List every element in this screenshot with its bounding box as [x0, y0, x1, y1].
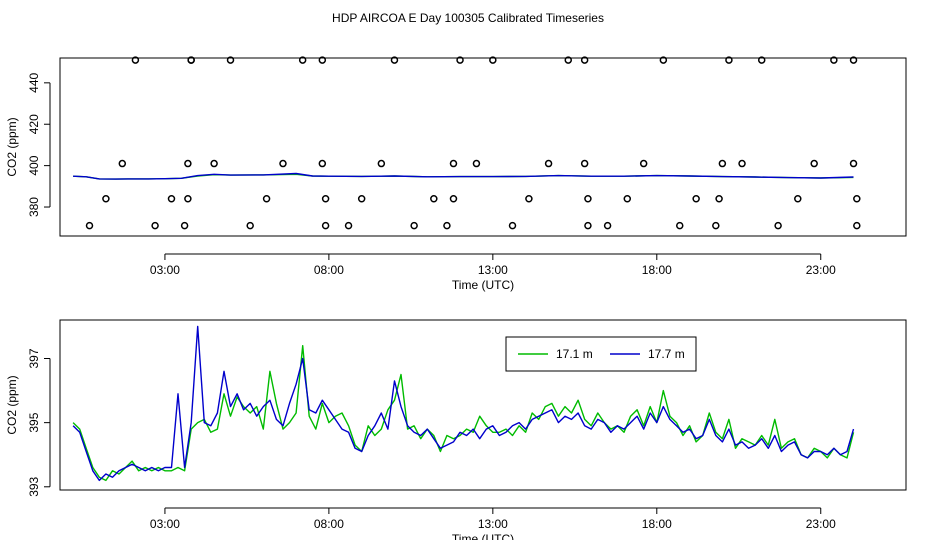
top-calibration-point: [102, 194, 110, 203]
top-calibration-point: [298, 56, 307, 64]
top-y-tick-label: 440: [27, 73, 41, 93]
bottom-x-tick-label: 03:00: [150, 517, 180, 531]
bottom-x-tick-label: 18:00: [642, 517, 672, 531]
top-calibration-point: [715, 194, 723, 203]
top-calibration-point: [584, 221, 592, 230]
top-calibration-point: [849, 56, 858, 64]
top-y-tick-label: 380: [27, 197, 41, 217]
top-calibration-point: [675, 221, 684, 230]
top-calibration-point: [262, 194, 271, 203]
top-calibration-point: [725, 56, 733, 64]
top-calibration-point: [692, 194, 700, 203]
top-calibration-point: [584, 194, 592, 203]
top-calibration-point: [456, 56, 464, 64]
top-calibration-point: [357, 194, 366, 203]
top-calibration-point: [184, 194, 192, 203]
top-calibration-point: [279, 159, 287, 168]
top-calibration-point: [131, 56, 140, 64]
top-calibration-point: [430, 194, 438, 203]
bottom-y-tick-label: 397: [27, 348, 41, 368]
figure-title: HDP AIRCOA E Day 100305 Calibrated Times…: [332, 11, 604, 25]
top-y-tick-label: 400: [27, 155, 41, 175]
top-calibration-point: [794, 194, 802, 203]
timeseries-panel-top: 03:00 08:00 13:00 18:00 23:00 Time (UTC) 380 40…: [5, 56, 907, 292]
top-calibration-point: [472, 159, 481, 168]
bottom-plot-frame: [59, 319, 907, 491]
top-calibration-point: [508, 221, 517, 230]
bottom-y-tick-label: 393: [27, 476, 41, 496]
top-x-tick-label: 08:00: [314, 263, 344, 277]
top-calibration-point: [167, 194, 176, 203]
top-calibration-point: [544, 159, 553, 168]
top-calibration-point: [580, 56, 589, 64]
top-calibration-point: [712, 221, 720, 230]
top-calibration-point: [738, 159, 746, 168]
top-calibration-point: [853, 221, 861, 230]
top-calibration-point: [344, 221, 353, 230]
top-calibration-point: [603, 221, 612, 230]
top-calibration-point: [774, 221, 782, 230]
top-calibration-point: [246, 221, 254, 230]
top-calibration-point: [118, 159, 127, 168]
top-calibration-point: [810, 159, 818, 168]
top-calibration-point: [449, 194, 458, 203]
top-x-axis-label: Time (UTC): [452, 278, 514, 292]
top-calibration-point: [321, 194, 330, 203]
top-calibration-point: [449, 159, 458, 168]
top-x-tick-label: 03:00: [150, 263, 180, 277]
bottom-series-line-1: [72, 345, 855, 482]
top-calibration-point: [410, 221, 418, 230]
top-calibration-point: [564, 56, 573, 64]
top-y-tick-label: 420: [27, 114, 41, 134]
top-calibration-point: [580, 159, 589, 168]
top-calibration-point: [184, 159, 192, 168]
top-calibration-point: [210, 159, 218, 168]
top-calibration-point: [318, 159, 327, 168]
bottom-x-axis-label: Time (UTC): [452, 532, 514, 540]
bottom-x-tick-label: 13:00: [478, 517, 508, 531]
top-calibration-point: [830, 56, 838, 64]
bottom-legend-label-2: 17.7 m: [648, 347, 685, 361]
top-calibration-point: [377, 159, 386, 168]
top-plot-frame: [59, 57, 907, 237]
top-x-tick-label: 23:00: [806, 263, 836, 277]
top-calibration-point: [187, 56, 195, 64]
top-calibration-point: [390, 56, 399, 64]
top-calibration-point: [489, 56, 497, 64]
bottom-y-axis-label: CO2 (ppm): [5, 375, 19, 434]
top-calibration-point: [525, 194, 533, 203]
top-calibration-point: [659, 56, 668, 64]
top-calibration-point: [443, 221, 451, 230]
top-calibration-point: [757, 56, 766, 64]
top-x-tick-label: 18:00: [642, 263, 672, 277]
bottom-x-tick-label: 23:00: [806, 517, 836, 531]
top-calibration-point: [639, 159, 648, 168]
bottom-legend-label-1: 17.1 m: [556, 347, 593, 361]
top-series-line-2: [73, 172, 854, 180]
top-calibration-point: [85, 221, 94, 230]
top-calibration-point: [151, 221, 159, 230]
top-calibration-point: [853, 194, 861, 203]
top-calibration-point: [180, 221, 189, 230]
timeseries-panel-bottom: 03:00 08:00 13:00 18:00 23:00 Time (UTC) 393 39…: [5, 319, 907, 540]
bottom-y-tick-label: 395: [27, 412, 41, 432]
top-calibration-point: [718, 159, 727, 168]
top-y-axis-label: CO2 (ppm): [5, 117, 19, 176]
top-calibration-point: [623, 194, 632, 203]
bottom-x-tick-label: 08:00: [314, 517, 344, 531]
top-x-tick-label: 13:00: [478, 263, 508, 277]
top-calibration-point: [849, 159, 858, 168]
top-calibration-point: [321, 221, 330, 230]
bottom-series-line-2: [72, 325, 855, 482]
top-calibration-point: [318, 56, 327, 64]
top-calibration-point: [226, 56, 235, 64]
